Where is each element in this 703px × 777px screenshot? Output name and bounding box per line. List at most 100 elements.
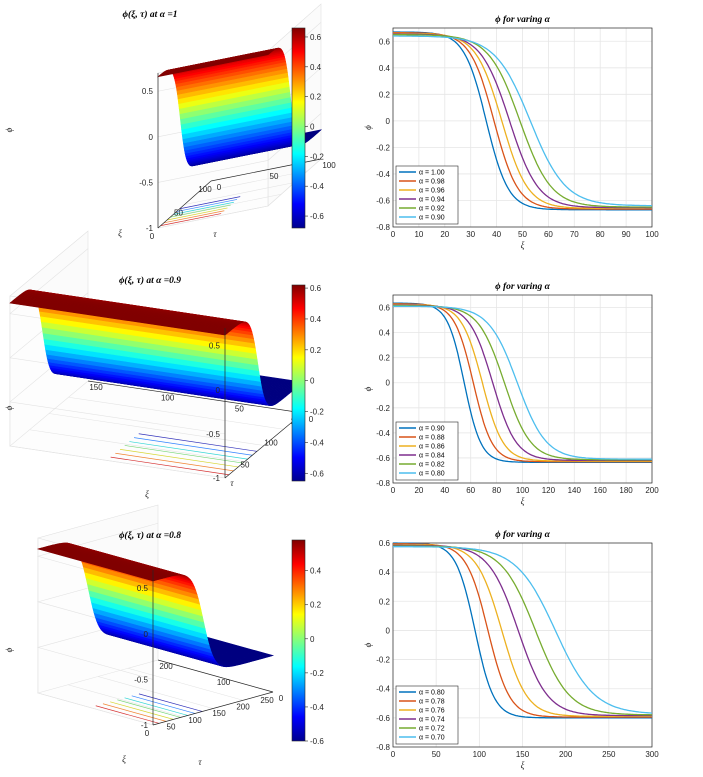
colorbar-tick-label: -0.2 bbox=[310, 408, 324, 417]
legend-entry: α = 0.80 bbox=[419, 471, 445, 478]
colorbar-tick-label: 0.6 bbox=[310, 33, 322, 42]
line-chart-1: 0 10 20 30 40 50 60 70 80 90 100 0.6 0.4 0.2 0 -0.2 -0.4… bbox=[363, 15, 659, 250]
floor-contour bbox=[133, 437, 253, 456]
y-tick-label: -0.6 bbox=[376, 714, 390, 723]
colorbar-gradient bbox=[291, 27, 306, 229]
floor-contour bbox=[138, 433, 258, 452]
chart-title: ϕ(ξ, τ) at α =0.9 bbox=[119, 275, 181, 286]
xi-axis-line bbox=[152, 691, 274, 726]
tau-axis-line bbox=[87, 380, 304, 414]
floor-contour bbox=[110, 701, 174, 720]
tau-tick-label: 0 bbox=[217, 183, 222, 192]
phi-tick-label: 0.5 bbox=[209, 342, 221, 351]
x-tick-label: 160 bbox=[594, 486, 608, 495]
floor-contour bbox=[138, 693, 203, 712]
floor-contour bbox=[163, 210, 225, 224]
y-tick-label: 0.6 bbox=[379, 37, 391, 46]
phi-tick-label: 0 bbox=[216, 386, 221, 395]
xi-tick-label: 150 bbox=[212, 709, 226, 718]
y-tick-label: 0.2 bbox=[379, 90, 391, 99]
axes-box bbox=[392, 542, 653, 748]
floor-contour bbox=[176, 199, 238, 212]
x-tick-label: 30 bbox=[466, 230, 475, 239]
x-tick-label: 0 bbox=[391, 750, 396, 759]
y-tick-label: 0 bbox=[386, 117, 391, 126]
legend-entry: α = 0.82 bbox=[419, 462, 445, 469]
xi-axis-line bbox=[224, 412, 304, 479]
floor-contour bbox=[110, 456, 229, 476]
y-axis-label: ϕ bbox=[363, 125, 373, 130]
colorbar-tick-label: 0.4 bbox=[310, 315, 322, 324]
legend-entry: α = 0.84 bbox=[419, 453, 445, 460]
xi-tick-label: 100 bbox=[188, 716, 202, 725]
xi-tick-label: 50 bbox=[241, 460, 250, 469]
floor-contour bbox=[119, 449, 239, 468]
xi-tick-label: 200 bbox=[236, 703, 250, 712]
phi-tick-label: -0.5 bbox=[139, 178, 153, 187]
series-line-5 bbox=[393, 35, 652, 207]
x-tick-label: 80 bbox=[492, 486, 501, 495]
xi-tick-label: 50 bbox=[167, 722, 176, 731]
x-tick-label: 20 bbox=[414, 486, 423, 495]
floor-grid bbox=[67, 684, 184, 718]
floor-grid bbox=[29, 429, 245, 463]
xi-axis-line bbox=[157, 180, 212, 229]
floor-grid bbox=[97, 676, 214, 709]
x-tick-label: 120 bbox=[542, 486, 556, 495]
y-tick-label: -0.8 bbox=[376, 223, 390, 232]
tau-tick-label: 0 bbox=[309, 415, 314, 424]
legend-entry: α = 0.80 bbox=[419, 690, 445, 697]
xi-axis-label: ξ bbox=[145, 489, 149, 499]
x-tick-label: 70 bbox=[570, 230, 579, 239]
floor-contour bbox=[115, 452, 234, 472]
colorbar-tick-label: 0 bbox=[310, 635, 315, 644]
legend-entry: α = 0.90 bbox=[419, 215, 445, 222]
z-grid bbox=[9, 380, 226, 479]
chart-title: ϕ for varing α bbox=[495, 282, 551, 292]
tau-axis-label: τ bbox=[213, 229, 217, 239]
series-line-4 bbox=[393, 34, 652, 208]
surface-strip bbox=[156, 53, 270, 78]
colorbar-tick-label: 0.2 bbox=[310, 93, 322, 102]
legend-box bbox=[395, 685, 459, 745]
chart-title: ϕ(ξ, τ) at α =0.8 bbox=[119, 530, 181, 541]
legend: α = 1.00 α = 0.98 α = 0.96 α = 0.94 α = 0.92… bbox=[395, 165, 459, 225]
line-chart-5: 0 50 100 150 200 250 300 0.6 0.4 0.2 0 -0.2 -0.4 -0.6… bbox=[363, 530, 659, 770]
colorbar-tick-label: 0 bbox=[310, 123, 315, 132]
xi-tick-label: 100 bbox=[198, 185, 212, 194]
surface-strip bbox=[36, 548, 156, 582]
series-line-5 bbox=[393, 546, 653, 714]
line-chart-3: 0 20 40 60 80 100 120 140 160 180 2000.60.40.20-0.… bbox=[363, 282, 659, 506]
legend-entry: α = 0.90 bbox=[419, 426, 445, 433]
x-tick-label: 60 bbox=[466, 486, 475, 495]
legend: α = 0.80 α = 0.78 α = 0.76 α = 0.74 α = 0.72… bbox=[395, 685, 459, 745]
x-tick-label: 300 bbox=[645, 750, 659, 759]
tau-tick-label: 100 bbox=[161, 394, 175, 403]
floor-contour bbox=[160, 213, 222, 226]
floor-contour bbox=[179, 196, 241, 210]
x-tick-label: 0 bbox=[391, 486, 396, 495]
tau-tick-label: 50 bbox=[235, 404, 244, 413]
xi-tick-label: 50 bbox=[174, 209, 183, 218]
phi-tick-label: -1 bbox=[141, 721, 149, 730]
tau-axis-label: τ bbox=[230, 478, 234, 488]
y-tick-label: 0.2 bbox=[379, 597, 391, 606]
series-line-5 bbox=[393, 305, 652, 460]
phi-tick-label: -0.5 bbox=[206, 430, 220, 439]
x-tick-label: 50 bbox=[518, 230, 527, 239]
y-tick-label: -0.4 bbox=[376, 170, 390, 179]
y-tick-label: -0.2 bbox=[376, 143, 390, 152]
legend-box bbox=[395, 421, 459, 481]
x-tick-label: 20 bbox=[440, 230, 449, 239]
tau-tick-label: 200 bbox=[159, 662, 173, 671]
y-tick-label: -0.8 bbox=[376, 479, 390, 488]
y-tick-label: 0.4 bbox=[379, 329, 391, 338]
colorbar-gradient bbox=[291, 284, 306, 482]
legend-box bbox=[395, 165, 459, 225]
colorbar-tick-label: -0.6 bbox=[310, 737, 324, 746]
x-tick-label: 180 bbox=[619, 486, 633, 495]
colorbar-tick-label: 0.4 bbox=[310, 567, 322, 576]
y-tick-label: -0.4 bbox=[376, 685, 390, 694]
y-tick-label: -0.6 bbox=[376, 196, 390, 205]
colorbar: 0.60.40.20-0.2-0.4-0.6 bbox=[291, 284, 324, 482]
